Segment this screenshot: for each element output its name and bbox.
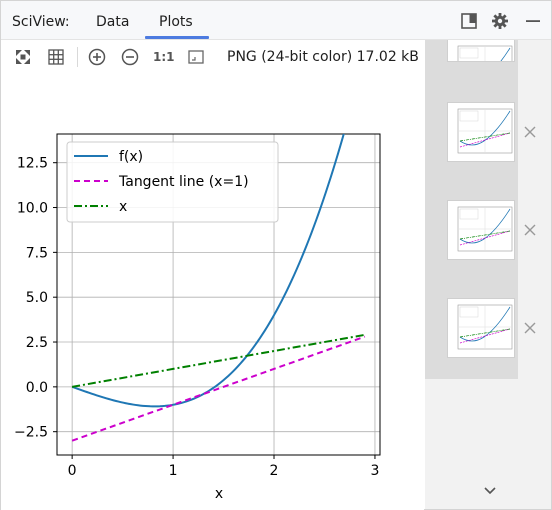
panel-layout-icon[interactable] (460, 12, 478, 30)
chart-legend: f(x) Tangent line (x=1) x (66, 141, 279, 223)
zoom-in-icon[interactable] (87, 47, 107, 67)
series-f-line (71, 134, 345, 408)
y-tick-label: 7.5 (26, 245, 48, 261)
gear-icon[interactable] (491, 12, 509, 30)
thumbnail-plot-icon (457, 108, 513, 154)
plot-history-panel (425, 40, 551, 509)
zoom-out-icon[interactable] (120, 47, 140, 67)
y-tick-label: 12.5 (17, 156, 48, 172)
sciview-header: SciView: Data Plots (1, 1, 551, 40)
chart-ticks: 0 1 2 3 −2.5 0.0 2.5 5.0 7.5 10.0 12.5 (14, 156, 379, 479)
legend-label-tangent: Tangent line (x=1) (118, 174, 249, 190)
thumbnail-plot-icon (457, 206, 513, 252)
plot-thumbnail-3[interactable] (447, 200, 515, 260)
legend-label-f: f(x) (119, 149, 143, 165)
y-tick-label: −2.5 (14, 425, 48, 441)
fit-screen-icon[interactable] (13, 47, 33, 67)
close-icon[interactable] (523, 125, 537, 139)
y-tick-label: 2.5 (26, 335, 48, 351)
x-tick-label: 2 (270, 463, 279, 479)
chart-series (71, 134, 366, 442)
image-info: PNG (24-bit color) 17.02 kB (227, 49, 419, 65)
plot-viewer[interactable]: 0 1 2 3 −2.5 0.0 2.5 5.0 7.5 10.0 12.5 x f(x) Tang… (1, 74, 424, 510)
y-tick-label: 0.0 (26, 380, 48, 396)
actual-size-icon[interactable]: 1:1 (153, 50, 175, 64)
x-tick-label: 1 (169, 463, 178, 479)
active-tab-indicator (145, 36, 209, 39)
fit-window-icon[interactable] (186, 47, 206, 67)
plot-frame (56, 133, 381, 456)
plot-thumbnail-2[interactable] (447, 102, 515, 162)
thumbnail-plot-icon (457, 304, 513, 350)
toolbar-separator (77, 47, 78, 67)
close-icon[interactable] (523, 223, 537, 237)
plot-thumbnail-4[interactable] (447, 298, 515, 358)
plot-image: 0 1 2 3 −2.5 0.0 2.5 5.0 7.5 10.0 12.5 x f(x) Tang… (14, 133, 381, 502)
legend-label-x: x (119, 199, 127, 215)
close-icon[interactable] (523, 321, 537, 335)
grid-icon[interactable] (46, 47, 66, 67)
minimize-icon[interactable] (524, 12, 542, 30)
series-x-line (71, 333, 366, 388)
legend-box (66, 141, 279, 223)
plot-thumbnail-1[interactable] (447, 40, 515, 62)
series-tangent-line (71, 335, 366, 442)
x-tick-label: 3 (370, 463, 379, 479)
panel-title: SciView: (12, 14, 70, 30)
plot-toolbar: 1:1 PNG (24-bit color) 17.02 kB (1, 40, 424, 74)
thumbnail-plot-icon (457, 45, 513, 61)
y-tick-label: 10.0 (17, 201, 48, 217)
x-tick-label: 0 (68, 463, 77, 479)
x-axis-label: x (215, 486, 223, 502)
tab-data[interactable]: Data (96, 14, 130, 30)
y-tick-label: 5.0 (26, 290, 48, 306)
chevron-down-icon[interactable] (483, 484, 497, 498)
tab-plots[interactable]: Plots (159, 14, 193, 30)
